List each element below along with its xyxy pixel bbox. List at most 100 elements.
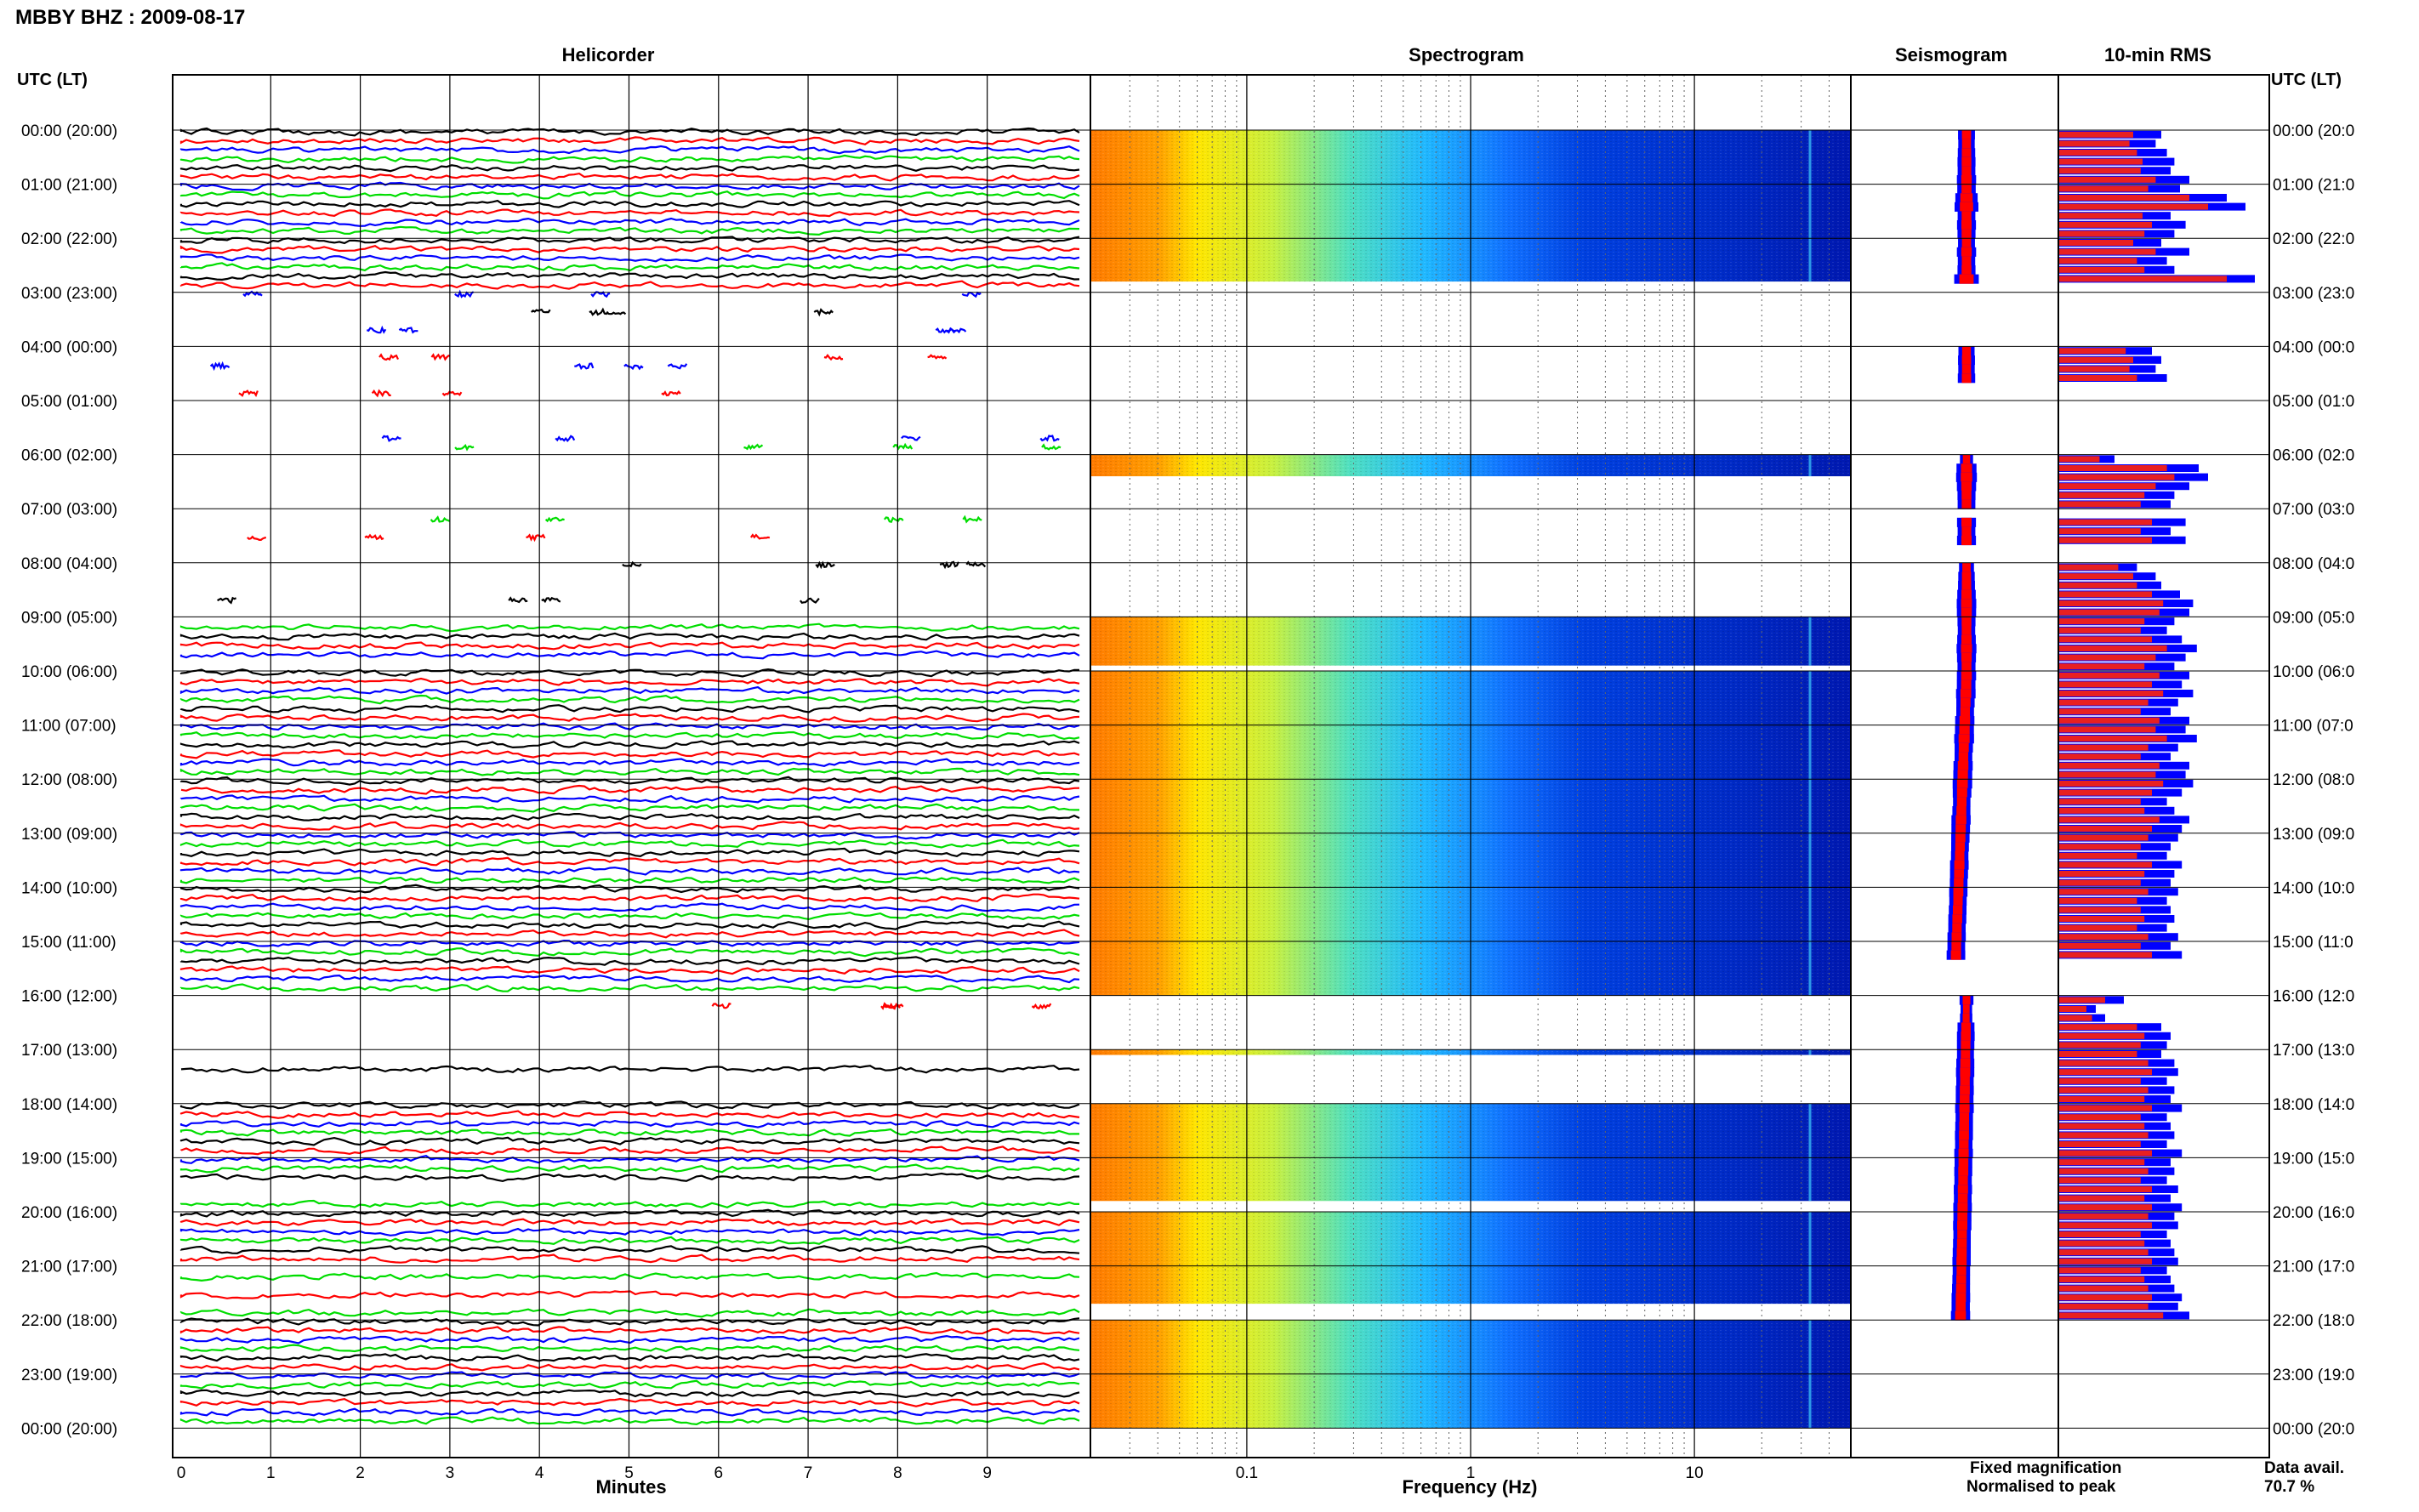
left-hour-label: 18:00 (14:00) <box>21 1096 117 1114</box>
helicorder-trace <box>179 856 1080 867</box>
helicorder-fragment <box>217 596 237 605</box>
rms-bar-normalised <box>2058 663 2145 670</box>
helicorder-fragment <box>892 442 914 451</box>
rms-bar-normalised <box>2058 897 2137 904</box>
helicorder-trace <box>179 280 1080 290</box>
helicorder-trace <box>179 199 1080 208</box>
helicorder-trace <box>179 704 1080 714</box>
helicorder-fragment <box>526 533 546 543</box>
data-avail-value: 70.7 % <box>2264 1478 2314 1496</box>
seismogram-normalised <box>1956 1265 1967 1276</box>
right-hour-label: 16:00 (12:0 <box>2273 988 2354 1006</box>
rms-bar-normalised <box>2058 573 2133 580</box>
seismogram-normalised <box>1951 941 1961 952</box>
helicorder-trace <box>179 1172 1080 1183</box>
left-hour-label: 12:00 (08:00) <box>21 771 117 789</box>
seismogram-normalised <box>1955 833 1966 843</box>
rms-bar-normalised <box>2058 654 2156 661</box>
left-hour-label: 23:00 (19:00) <box>21 1367 117 1384</box>
helicorder-fragment <box>935 327 955 334</box>
seismogram-normalised <box>1961 571 1972 582</box>
seismogram-normalised <box>1956 787 1967 798</box>
seismogram-normalised <box>1961 238 1972 248</box>
rms-bar-normalised <box>2058 889 2149 895</box>
seismogram-normalised <box>1957 761 1969 771</box>
seismogram-normalised <box>1955 1302 1967 1312</box>
helicorder-trace <box>179 641 1080 651</box>
helicorder-trace <box>179 136 1080 145</box>
helicorder-fragment <box>209 361 231 372</box>
helicorder-trace <box>179 1407 1080 1417</box>
rms-bar-normalised <box>2058 221 2152 228</box>
right-hour-label: 20:00 (16:0 <box>2273 1204 2354 1222</box>
seismogram-normalised <box>1962 995 1971 1005</box>
minute-tick-label: 5 <box>624 1464 634 1482</box>
helicorder-trace <box>179 225 1080 236</box>
helicorder-fragment <box>366 325 387 334</box>
left-hour-label: 15:00 (11:00) <box>21 934 117 952</box>
rms-bar-normalised <box>2058 781 2164 787</box>
seismogram-normalised <box>1961 463 1972 474</box>
seismogram-normalised <box>1961 130 1972 140</box>
seismogram-normalised <box>1961 256 1972 266</box>
rms-bar-normalised <box>2058 771 2156 778</box>
helicorder-trace <box>179 685 1080 695</box>
helicorder-trace <box>179 730 1080 741</box>
helicorder-fragment <box>541 596 561 604</box>
right-hour-label: 02:00 (22:0 <box>2273 230 2354 248</box>
helicorder-fragment <box>606 311 627 315</box>
seismogram-normalised <box>1961 1040 1971 1050</box>
rms-bar-normalised <box>2058 744 2149 751</box>
helicorder-trace <box>179 847 1080 858</box>
seismogram-normalised <box>1960 1067 1971 1077</box>
helicorder-trace <box>179 812 1080 821</box>
rms-bar-normalised <box>2058 1060 2149 1066</box>
seismogram-normalised <box>1956 1257 1967 1267</box>
left-hour-label: 01:00 (21:00) <box>21 177 117 195</box>
rms-bar-normalised <box>2058 1105 2152 1111</box>
rms-bar-normalised <box>2058 276 2227 282</box>
left-hour-label: 19:00 (15:00) <box>21 1150 117 1168</box>
rms-bar-normalised <box>2058 1186 2152 1192</box>
helicorder-trace <box>179 1208 1080 1218</box>
seismogram-normalised <box>1961 679 1972 690</box>
helicorder-trace <box>179 1119 1080 1128</box>
helicorder-trace <box>179 1199 1080 1208</box>
left-hour-label: 00:00 (20:00) <box>21 1420 117 1438</box>
seismogram-normalised <box>1950 950 1961 960</box>
helicorder-trace <box>179 1334 1080 1344</box>
helicorder-trace <box>179 758 1080 767</box>
helicorder-trace <box>179 1245 1080 1254</box>
helicorder-trace <box>179 1136 1080 1146</box>
right-hour-label: 06:00 (02:0 <box>2273 447 2354 465</box>
seismogram-normalised <box>1954 869 1964 879</box>
minutes-axis-label: Minutes <box>595 1476 666 1498</box>
rms-bar-normalised <box>2058 1069 2152 1076</box>
seismogram-normalised <box>1960 689 1972 699</box>
rms-bar-normalised <box>2058 753 2141 760</box>
helicorder-fragment <box>454 289 475 298</box>
helicorder-fragment <box>815 560 835 570</box>
helicorder-fragment <box>749 533 771 540</box>
rms-bar-normalised <box>2058 681 2152 688</box>
rms-bar-normalised <box>2058 1258 2152 1265</box>
helicorder-trace <box>179 893 1080 902</box>
right-hour-label: 19:00 (15:0 <box>2273 1150 2354 1168</box>
rms-bar-normalised <box>2058 826 2152 832</box>
left-hour-label: 09:00 (05:00) <box>21 609 117 627</box>
helicorder-trace <box>179 181 1080 191</box>
rms-bar-normalised <box>2058 636 2152 643</box>
rms-bar-normalised <box>2058 1006 2086 1012</box>
helicorder-trace <box>179 1416 1080 1426</box>
seismogram-normalised <box>1956 797 1967 807</box>
left-time-axis-label: UTC (LT) <box>17 71 88 89</box>
rms-bar-normalised <box>2058 1267 2141 1274</box>
rms-bar-normalised <box>2058 1204 2152 1211</box>
helicorder-trace <box>180 1065 1080 1074</box>
helicorder-trace <box>179 831 1080 840</box>
rms-bar-normalised <box>2058 465 2167 471</box>
seismogram-normalised <box>1961 247 1972 257</box>
seismogram-normalised <box>1961 644 1972 654</box>
helicorder-trace <box>179 1290 1080 1299</box>
